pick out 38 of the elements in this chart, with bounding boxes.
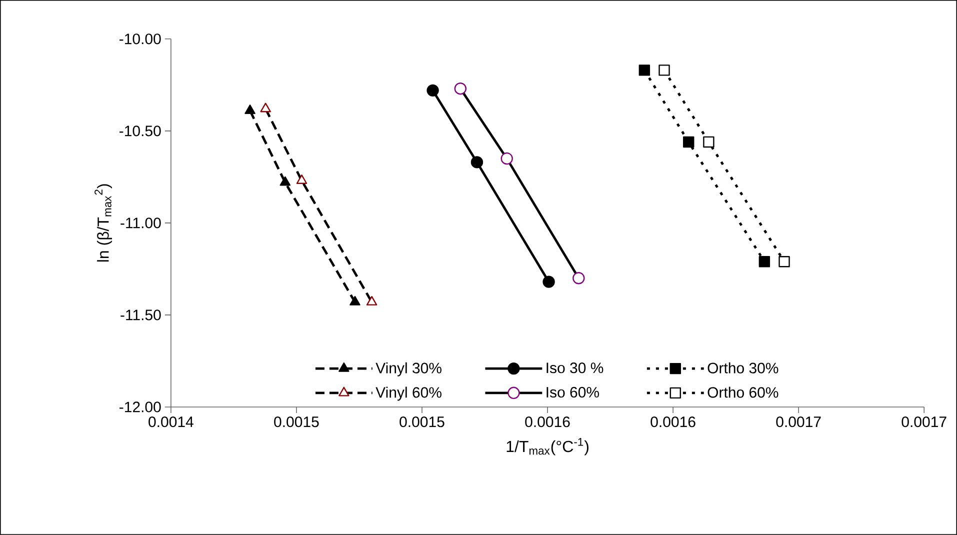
y-tick-label: -10.50 xyxy=(120,126,161,136)
point xyxy=(572,272,585,284)
point xyxy=(350,296,360,306)
legend-label: Vinyl 30% xyxy=(376,362,442,376)
point xyxy=(542,276,555,288)
point xyxy=(778,256,790,268)
point xyxy=(244,104,256,114)
y-tick-label: -11.00 xyxy=(120,218,161,228)
point xyxy=(260,102,271,112)
legend-label: Vinyl 60% xyxy=(376,386,442,401)
y-axis-title: ln (β/T$_{max}$$^{2}$) xyxy=(94,184,112,262)
y-tick-label: -12.00 xyxy=(120,402,161,412)
point xyxy=(658,64,670,76)
point xyxy=(758,256,770,268)
x-tick-label: 0.0016 xyxy=(650,416,696,428)
x-tick-label: 0.0015 xyxy=(400,416,444,428)
point xyxy=(500,152,513,165)
y-tick-label: -10.00 xyxy=(120,34,161,44)
legend-label: Iso 60% xyxy=(546,386,599,398)
y-tick-label: -11.50 xyxy=(120,310,161,320)
point xyxy=(280,176,291,186)
x-tick-label: 0.0017 xyxy=(776,416,821,428)
point xyxy=(683,136,694,148)
x-tick-label: 0.0017 xyxy=(902,416,946,428)
x-axis-title: 1/T$_{max}$(°C$^{-1}$) xyxy=(506,438,588,456)
point xyxy=(454,82,466,95)
x-tick-label: 0.0014 xyxy=(148,416,194,428)
legend-label: Iso 30 % xyxy=(546,362,604,374)
point xyxy=(296,174,308,184)
x-tick-label: 0.0015 xyxy=(274,416,319,428)
point xyxy=(703,136,714,148)
point xyxy=(366,296,378,306)
legend-label: Ortho 60% xyxy=(708,386,778,398)
point xyxy=(426,84,439,97)
point xyxy=(638,64,650,76)
legend-label: Ortho 30% xyxy=(708,362,778,374)
point xyxy=(470,156,484,168)
x-tick-label: 0.0016 xyxy=(525,416,570,428)
